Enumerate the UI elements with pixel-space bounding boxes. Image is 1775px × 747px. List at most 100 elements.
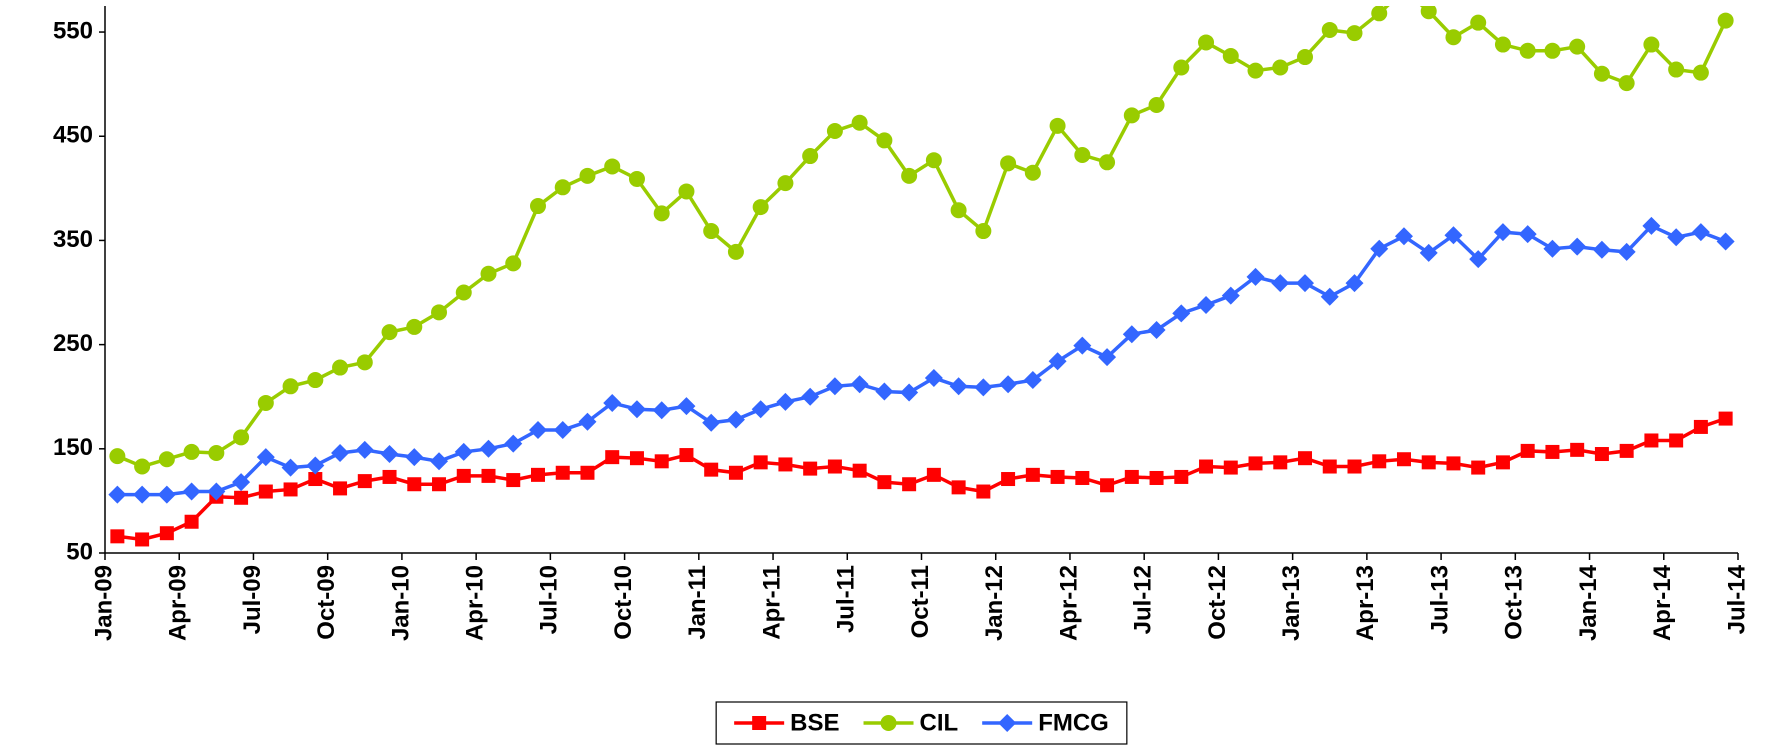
data-point bbox=[1370, 239, 1389, 258]
legend: BSE CIL FMCG bbox=[715, 701, 1128, 745]
data-point bbox=[950, 202, 967, 219]
x-tick-label: Jan-09 bbox=[90, 565, 117, 641]
data-point bbox=[1394, 227, 1413, 246]
data-point bbox=[455, 284, 472, 301]
data-point bbox=[578, 412, 597, 431]
data-point bbox=[1122, 325, 1141, 344]
data-point bbox=[308, 472, 323, 487]
data-point bbox=[679, 448, 694, 463]
data-point bbox=[1568, 237, 1587, 256]
data-point bbox=[1298, 451, 1313, 466]
data-point bbox=[207, 482, 226, 501]
data-point bbox=[234, 490, 249, 505]
data-point bbox=[158, 451, 175, 468]
data-point bbox=[1050, 469, 1065, 484]
data-point bbox=[307, 372, 324, 389]
data-point bbox=[1321, 21, 1338, 38]
data-point bbox=[1075, 470, 1090, 485]
data-point bbox=[283, 482, 298, 497]
x-tick-label: Jul-10 bbox=[536, 565, 563, 634]
data-point bbox=[826, 123, 843, 140]
data-point bbox=[1617, 242, 1636, 261]
data-point bbox=[1668, 61, 1685, 78]
data-point bbox=[876, 132, 893, 149]
data-point bbox=[1716, 232, 1735, 251]
data-point bbox=[258, 484, 273, 499]
data-point bbox=[1520, 443, 1535, 458]
data-point bbox=[1420, 6, 1437, 20]
data-point bbox=[306, 456, 325, 475]
data-point bbox=[1493, 223, 1512, 242]
y-tick-label: 50 bbox=[66, 538, 93, 565]
data-point bbox=[1593, 65, 1610, 82]
data-point bbox=[1173, 59, 1190, 76]
data-point bbox=[505, 255, 522, 272]
data-point bbox=[382, 469, 397, 484]
y-tick-label: 350 bbox=[53, 226, 93, 253]
data-point bbox=[1123, 107, 1140, 124]
data-point bbox=[406, 318, 423, 335]
data-point bbox=[331, 443, 350, 462]
data-point bbox=[431, 304, 448, 321]
data-point bbox=[703, 223, 720, 240]
legend-marker bbox=[998, 714, 1017, 732]
data-point bbox=[801, 387, 820, 406]
data-point bbox=[902, 477, 917, 492]
data-point bbox=[1469, 250, 1488, 269]
y-tick-label: 450 bbox=[53, 122, 93, 149]
legend-label: CIL bbox=[920, 709, 959, 736]
data-point bbox=[183, 443, 200, 460]
data-point bbox=[1371, 6, 1388, 22]
legend-item: FMCG bbox=[982, 709, 1109, 736]
data-point bbox=[381, 324, 398, 341]
x-tick-label: Apr-10 bbox=[461, 565, 488, 641]
data-point bbox=[1073, 336, 1092, 355]
data-point bbox=[109, 448, 126, 465]
data-point bbox=[1048, 352, 1067, 371]
x-tick-label: Jan-10 bbox=[387, 565, 414, 641]
data-point bbox=[777, 175, 794, 192]
data-point bbox=[1023, 371, 1042, 390]
data-point bbox=[182, 482, 201, 501]
x-tick-label: Jan-14 bbox=[1575, 564, 1602, 641]
data-point bbox=[282, 378, 299, 395]
legend-marker bbox=[752, 716, 767, 730]
data-point bbox=[1717, 12, 1734, 29]
data-point bbox=[901, 167, 918, 184]
data-point bbox=[1347, 459, 1362, 474]
data-point bbox=[802, 148, 819, 165]
data-point bbox=[430, 452, 449, 471]
data-point bbox=[553, 421, 572, 440]
legend-item: CIL bbox=[863, 709, 959, 736]
y-tick-label: 250 bbox=[53, 330, 93, 357]
x-tick-label: Jan-13 bbox=[1278, 565, 1305, 641]
data-point bbox=[1246, 267, 1265, 286]
x-tick-label: Oct-13 bbox=[1501, 565, 1528, 640]
data-point bbox=[925, 152, 942, 169]
data-point bbox=[1691, 223, 1710, 242]
data-point bbox=[554, 179, 571, 196]
data-point bbox=[677, 397, 696, 416]
data-point bbox=[1570, 442, 1585, 457]
data-point bbox=[654, 454, 669, 469]
x-tick-label: Apr-12 bbox=[1055, 565, 1082, 641]
x-tick-label: Apr-13 bbox=[1352, 565, 1379, 641]
data-point bbox=[332, 359, 349, 376]
data-point bbox=[357, 474, 372, 489]
data-point bbox=[628, 170, 645, 187]
data-point bbox=[184, 514, 199, 529]
data-point bbox=[605, 450, 620, 465]
y-tick-label: 550 bbox=[53, 17, 93, 44]
data-point bbox=[1544, 42, 1561, 59]
x-tick-label: Apr-09 bbox=[165, 565, 192, 641]
data-point bbox=[1569, 38, 1586, 55]
series bbox=[108, 216, 1735, 504]
data-point bbox=[1345, 274, 1364, 293]
data-point bbox=[1446, 456, 1461, 471]
data-point bbox=[1692, 64, 1709, 81]
data-point bbox=[257, 394, 274, 411]
data-point bbox=[480, 265, 497, 282]
data-point bbox=[479, 439, 498, 458]
data-point bbox=[135, 532, 150, 547]
